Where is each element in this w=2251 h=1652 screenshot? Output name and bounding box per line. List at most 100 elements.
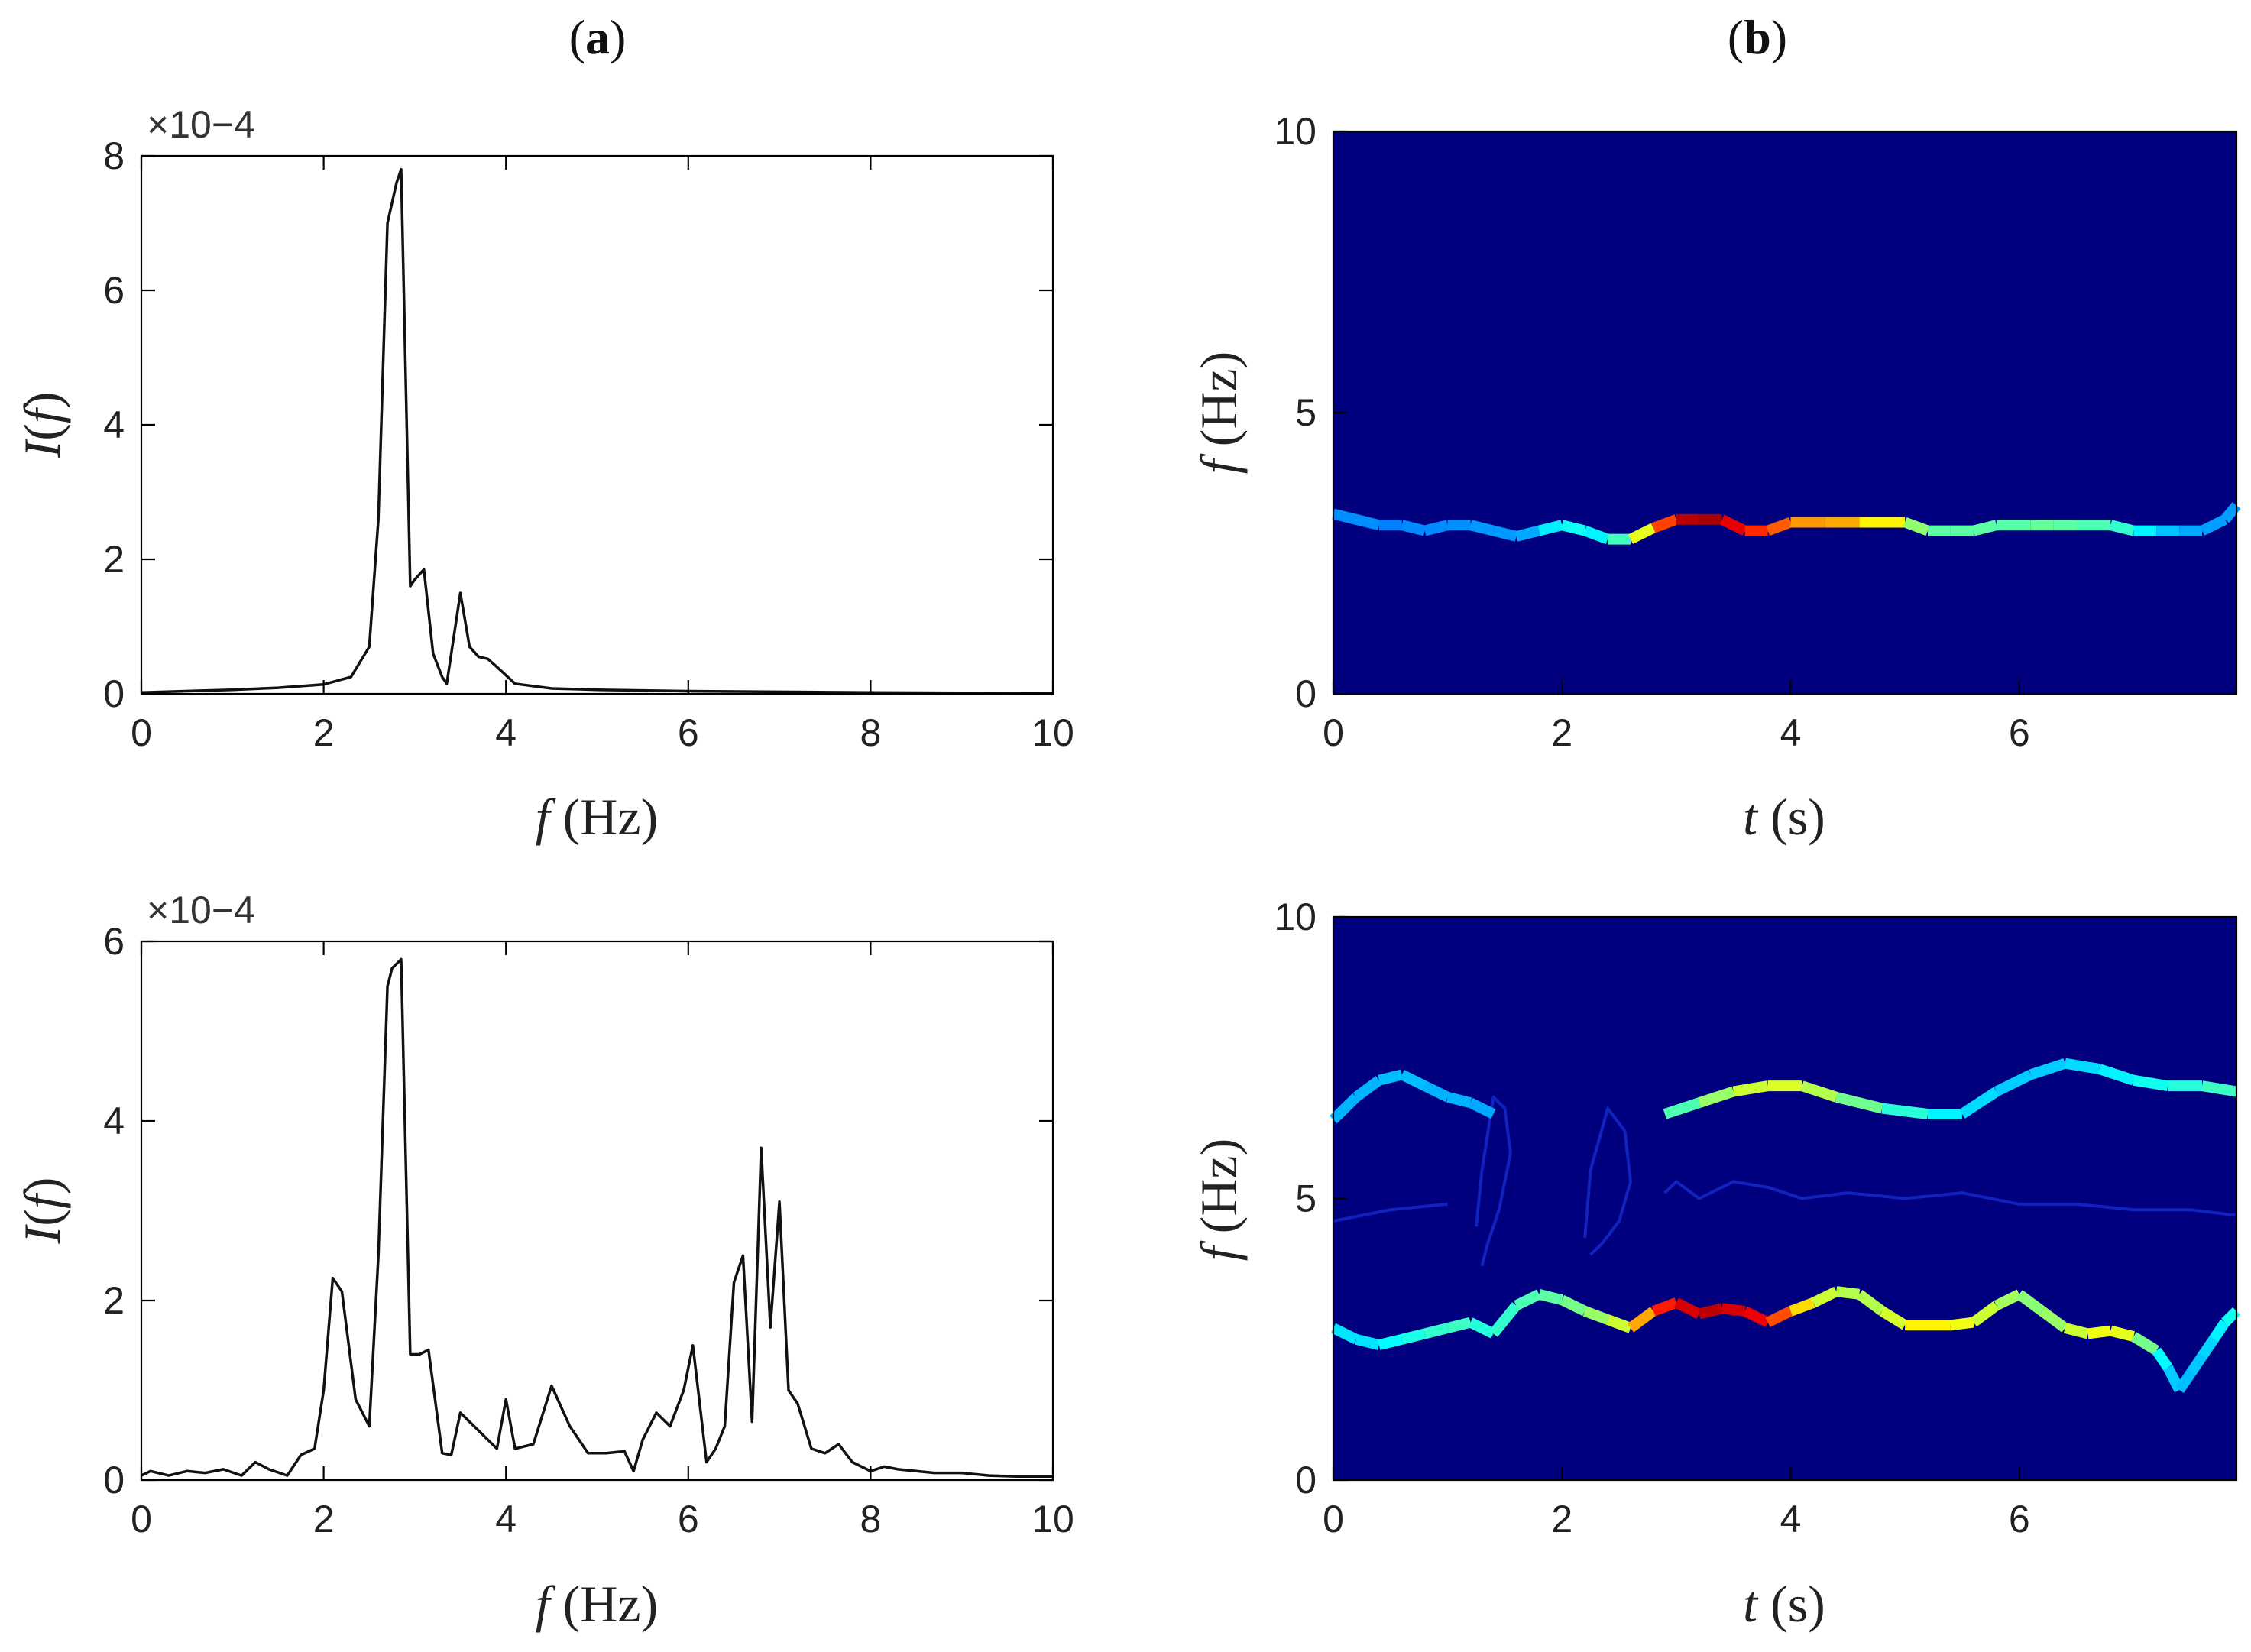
y-tick-label: 0 <box>1295 672 1317 715</box>
tf-ridge-segment <box>1903 517 1930 536</box>
tf-ridge-segment <box>1663 1097 1701 1119</box>
tf-ridge-segment <box>1742 1306 1770 1327</box>
tf-ridge-segment <box>1332 508 1381 530</box>
tf-ridge-segment <box>2133 1074 2169 1092</box>
psd-top-ylabel: I(f) <box>13 392 71 459</box>
psd-top-axes-frame <box>140 154 1054 695</box>
y-tick-label: 0 <box>103 1459 125 1501</box>
tf-ridge-segment <box>1651 1297 1679 1317</box>
tf-ridge-segment <box>1537 1289 1563 1305</box>
tf-ridge-segment <box>1422 1080 1450 1103</box>
x-tick-label: 4 <box>1780 1498 1802 1540</box>
tf-ridge-segment <box>2199 514 2228 536</box>
tf-ridge-segment <box>2109 520 2135 536</box>
tf-ridge-segment <box>1697 1086 1735 1108</box>
tf-ridge-segment <box>1355 1333 1381 1350</box>
x-tick-label: 0 <box>131 711 152 754</box>
y-tick-label: 6 <box>103 920 125 963</box>
psd-bottom-chart: 0 2 4 6 8 10 0 2 4 6 ×10−4 f (Hz) I(f) <box>13 889 1074 1633</box>
y-tick-label: 4 <box>103 1100 125 1142</box>
y-tick-label: 4 <box>103 403 125 446</box>
tf-ridge-segment <box>1732 1080 1769 1097</box>
tf-ridge-segment <box>1970 1301 2000 1327</box>
tf-ridge-segment <box>2063 1323 2090 1339</box>
tf-faint-ridge <box>1333 1202 1448 1223</box>
tf-ridge-segment <box>2064 1058 2100 1074</box>
tf-ridge-segment <box>1401 1328 1427 1345</box>
x-tick-label: 6 <box>678 711 699 754</box>
tf-ridge-segment <box>1994 1070 2033 1096</box>
x-tick-label: 0 <box>131 1498 152 1540</box>
tf-bottom-background <box>1333 917 2236 1480</box>
tf-ridge-segment <box>1651 514 1679 533</box>
y-tick-label: 5 <box>1295 391 1317 434</box>
tf-ridge-segment <box>1811 1286 1839 1308</box>
tf-ridge-segment <box>1489 1302 1521 1337</box>
tf-ridge-segment <box>1514 525 1540 542</box>
tf-ridge-segment <box>1468 1097 1496 1119</box>
x-tick-label: 4 <box>1780 711 1802 754</box>
tf-ridge-segment <box>1856 1290 1886 1316</box>
tf-ridge-segment <box>2221 1307 2240 1326</box>
tf-ridge-segment <box>2029 1058 2067 1080</box>
tf-ridge-segment <box>1560 520 1586 536</box>
tf-ridge-segment <box>2130 1332 2159 1356</box>
tf-ridge-segment <box>1352 1076 1382 1102</box>
panel-label-b: (b) <box>1728 10 1787 64</box>
y-tick-label: 0 <box>1295 1459 1317 1501</box>
tf-ridge-segment <box>2209 1319 2230 1343</box>
y-tick-label: 8 <box>103 134 125 177</box>
tf-ridge-segment <box>1514 1289 1542 1310</box>
tf-ridge-segment <box>1698 1303 1724 1320</box>
psd-bottom-xlabel: f (Hz) <box>536 1575 658 1633</box>
tf-ridge-segment <box>1994 1289 2022 1310</box>
tf-bottom-xlabel: t (s) <box>1743 1575 1825 1633</box>
tf-ridge-segment <box>1605 1314 1633 1333</box>
tf-ridge-segment <box>1627 1307 1657 1333</box>
x-tick-label: 4 <box>495 1498 517 1540</box>
x-tick-label: 8 <box>860 1498 881 1540</box>
tf-ridge-segment <box>1330 1323 1359 1345</box>
x-tick-label: 6 <box>2009 1498 2030 1540</box>
psd-top-chart: 0 2 4 6 8 10 0 2 4 6 8 ×10−4 f (Hz) I(f) <box>13 103 1074 846</box>
tf-ridge-segment <box>1972 520 1998 536</box>
tf-ridge-segment <box>1950 1317 1974 1331</box>
y-tick-label: 10 <box>1274 110 1317 153</box>
y-tick-label: 2 <box>103 1279 125 1322</box>
tf-ridge-segment <box>2152 1347 2173 1371</box>
tf-ridge-segment <box>1959 1087 2000 1119</box>
tf-ridge-segment <box>1721 1303 1746 1317</box>
x-tick-label: 0 <box>1323 711 1344 754</box>
tf-ridge-segment <box>2198 1336 2218 1359</box>
tf-top-xlabel: t (s) <box>1743 788 1825 846</box>
x-tick-label: 2 <box>313 711 335 754</box>
x-tick-label: 10 <box>1032 1498 1074 1540</box>
psd-top-exponent: ×10−4 <box>147 103 255 146</box>
tf-faint-ridge <box>1663 1180 2237 1217</box>
tf-ridge-segment <box>1423 1323 1449 1339</box>
y-tick-label: 2 <box>103 538 125 581</box>
tf-ridge-segment <box>1582 526 1610 545</box>
x-tick-label: 10 <box>1032 711 1074 754</box>
tf-ridge-segment <box>1835 1286 1861 1300</box>
x-tick-label: 2 <box>313 1498 335 1540</box>
tf-ridge-segment <box>1378 1069 1404 1086</box>
x-tick-label: 2 <box>1551 711 1572 754</box>
tf-top-chart: 0 2 4 6 0 5 10 t (s) f (Hz) <box>1190 110 2241 846</box>
tf-ridge-segment <box>1835 1092 1883 1114</box>
psd-series-line <box>141 167 1054 695</box>
tf-ridge-segment <box>1330 1093 1360 1124</box>
tf-top-ylabel: f (Hz) <box>1190 351 1248 474</box>
tf-ridge-segment <box>2109 1325 2135 1342</box>
psd-top-xlabel: f (Hz) <box>536 788 658 846</box>
tf-ridge-segment <box>2016 1290 2045 1316</box>
x-tick-label: 4 <box>495 711 517 754</box>
tf-ridge-segment <box>2186 1352 2207 1376</box>
tf-ridge-segment <box>2097 1064 2136 1086</box>
tf-ridge-segment <box>2175 1370 2195 1394</box>
tf-ridge-segment <box>2220 501 2241 523</box>
tf-ridge-segment <box>2201 1080 2238 1097</box>
tf-ridge-segment <box>1423 520 1449 536</box>
tf-ridge-segment <box>1881 1103 1929 1119</box>
tf-ridge-segment <box>1800 1080 1838 1103</box>
